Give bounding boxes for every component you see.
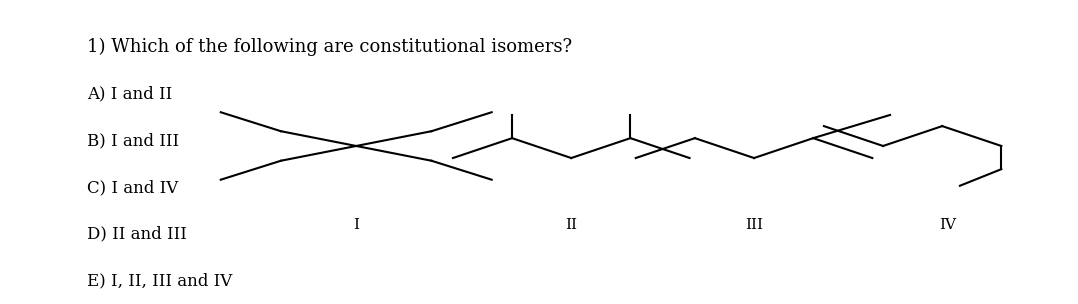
Text: E) I, II, III and IV: E) I, II, III and IV [87, 272, 233, 289]
Text: C) I and IV: C) I and IV [87, 179, 179, 196]
Text: B) I and III: B) I and III [87, 133, 180, 150]
Text: II: II [565, 218, 577, 232]
Text: 1) Which of the following are constitutional isomers?: 1) Which of the following are constituti… [87, 37, 572, 56]
Text: D) II and III: D) II and III [87, 226, 188, 243]
Text: I: I [354, 218, 359, 232]
Text: A) I and II: A) I and II [87, 86, 172, 103]
Text: IV: IV [940, 218, 956, 232]
Text: III: III [745, 218, 763, 232]
